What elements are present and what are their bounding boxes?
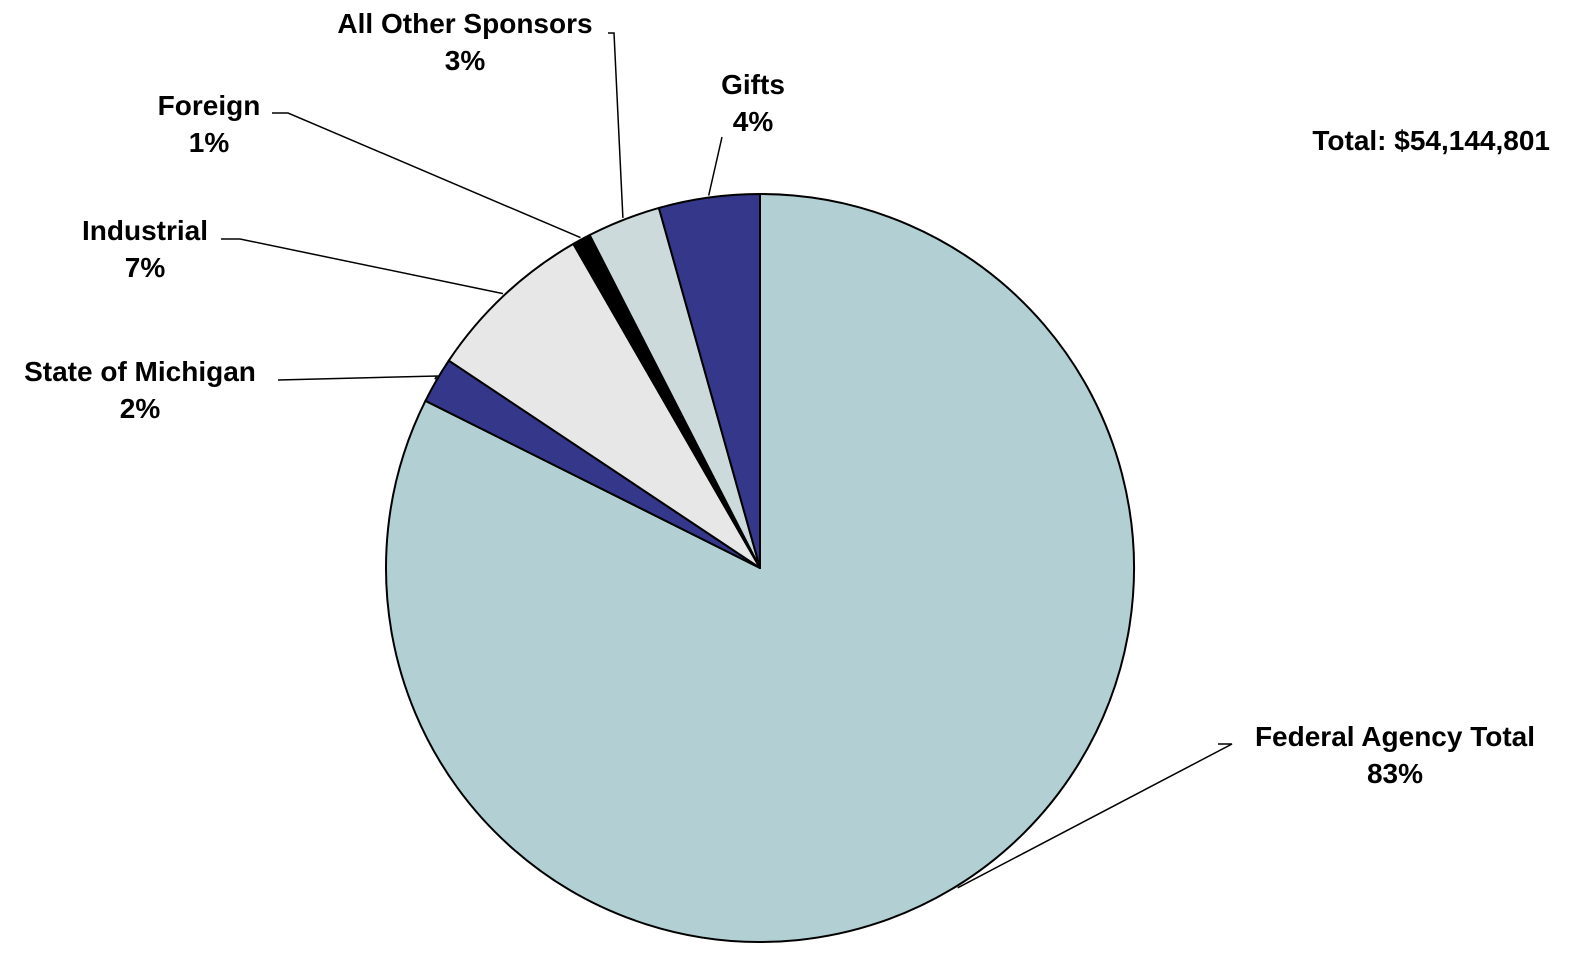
leader-line-foreign xyxy=(272,112,581,239)
slice-pct-all-other-sponsors: 3% xyxy=(445,45,486,76)
leader-line-state-of-michigan xyxy=(277,375,439,381)
slice-pct-gifts: 4% xyxy=(733,106,774,137)
pie-slice-gifts xyxy=(657,193,761,569)
slice-pct-federal-agency-total: 83% xyxy=(1367,758,1423,789)
pie-slice-industrial xyxy=(447,242,761,569)
leader-lines-layer xyxy=(221,32,1233,889)
slice-label-foreign: Foreign xyxy=(158,90,261,121)
total-label: Total: $54,144,801 xyxy=(1312,125,1550,156)
leader-line-industrial xyxy=(221,238,504,295)
leader-line-all-other-sponsors xyxy=(608,32,624,218)
leader-line-gifts xyxy=(707,136,723,196)
slice-label-federal-agency-total: Federal Agency Total xyxy=(1255,721,1535,752)
slice-label-all-other-sponsors: All Other Sponsors xyxy=(337,8,592,39)
slice-label-state-of-michigan: State of Michigan xyxy=(24,356,256,387)
labels-layer: Total: $54,144,801 Federal Agency Total 8… xyxy=(24,8,1550,789)
slice-pct-state-of-michigan: 2% xyxy=(120,393,161,424)
slice-label-industrial: Industrial xyxy=(82,215,208,246)
slice-pct-foreign: 1% xyxy=(189,127,230,158)
slices-layer xyxy=(385,193,1135,943)
slice-label-gifts: Gifts xyxy=(721,69,785,100)
slice-pct-industrial: 7% xyxy=(125,252,166,283)
pie-slice-federal-agency-total xyxy=(385,193,1135,943)
leader-line-federal-agency-total xyxy=(957,743,1233,889)
